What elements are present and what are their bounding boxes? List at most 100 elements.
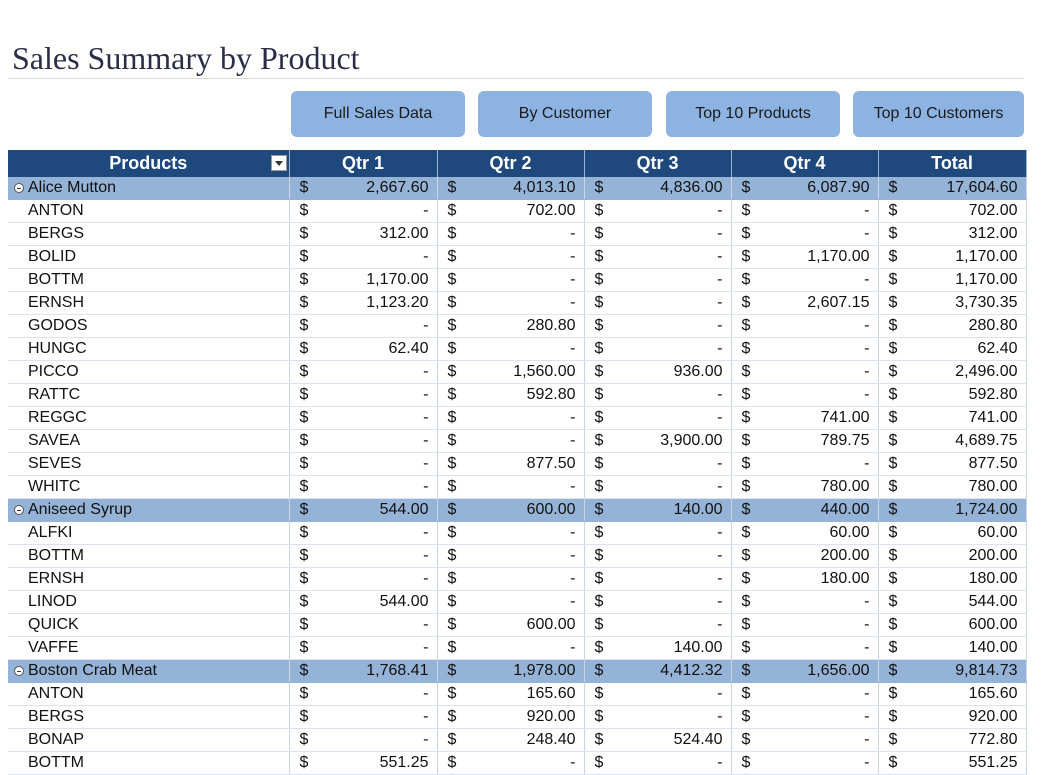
value-cell: $ -	[731, 360, 879, 384]
value-cell: $ -	[289, 199, 438, 223]
header-row: Products Qtr 1 Qtr 2 Qtr 3 Qtr 4 Total	[8, 150, 1027, 177]
value: $2,607.15	[732, 294, 878, 312]
nav-button[interactable]: Full Sales Data	[291, 91, 465, 137]
value: $1,123.20	[290, 294, 437, 312]
value-cell: $ -	[289, 245, 438, 269]
value: $ -	[290, 547, 437, 565]
currency-symbol: $	[888, 662, 898, 679]
filter-dropdown[interactable]	[270, 155, 287, 171]
column-header: Qtr 4	[731, 150, 879, 177]
amount: 702.00	[968, 202, 1018, 219]
group-row: Alice Mutton $2,667.60 $4,013.10 $4,836.00 $…	[8, 177, 1027, 200]
currency-symbol: $	[888, 478, 898, 495]
row-label-cell: PICCO	[8, 360, 290, 384]
value: $ -	[585, 248, 731, 266]
currency-symbol: $	[594, 731, 604, 748]
amount: 544.00	[379, 593, 429, 610]
currency-symbol: $	[741, 409, 751, 426]
amount: 60.00	[829, 524, 870, 541]
amount: -	[717, 708, 723, 725]
collapse-toggle[interactable]	[14, 505, 24, 515]
item-row: LINOD $544.00 $ - $ - $ - $544.00	[8, 590, 1027, 614]
amount: 877.50	[526, 455, 576, 472]
amount: 180.00	[968, 570, 1018, 587]
currency-symbol: $	[447, 271, 457, 288]
currency-symbol: $	[741, 202, 751, 219]
amount: 4,013.10	[513, 179, 576, 196]
currency-symbol: $	[594, 501, 604, 518]
value: $ -	[438, 409, 584, 427]
row-label-text: REGGC	[28, 409, 87, 426]
currency-symbol: $	[888, 363, 898, 380]
value-cell: $ -	[731, 314, 879, 338]
value: $ -	[290, 317, 437, 335]
value-cell: $ -	[731, 383, 879, 407]
value-cell: $ -	[584, 682, 732, 706]
currency-symbol: $	[299, 248, 309, 265]
value-cell: $ -	[584, 452, 732, 476]
value-cell: $ -	[584, 475, 732, 499]
value-cell: $544.00	[878, 590, 1027, 614]
amount: 1,170.00	[955, 271, 1018, 288]
row-label-text: Alice Mutton	[28, 179, 117, 196]
value: $140.00	[879, 639, 1026, 657]
column-header: Qtr 3	[584, 150, 732, 177]
amount: 741.00	[968, 409, 1018, 426]
nav-button[interactable]: Top 10 Products	[666, 91, 840, 137]
value: $ -	[290, 685, 437, 703]
currency-symbol: $	[447, 317, 457, 334]
currency-symbol: $	[299, 340, 309, 357]
collapse-toggle[interactable]	[14, 666, 24, 676]
amount: 3,730.35	[955, 294, 1018, 311]
row-label-text: GODOS	[28, 317, 88, 334]
nav-button[interactable]: By Customer	[478, 91, 652, 137]
value: $3,730.35	[879, 294, 1026, 312]
currency-symbol: $	[888, 317, 898, 334]
amount: 551.25	[968, 754, 1018, 771]
value: $ -	[585, 524, 731, 542]
currency-symbol: $	[888, 248, 898, 265]
row-label: Boston Crab Meat	[8, 662, 289, 680]
value-cell: $ -	[289, 613, 438, 637]
row-label-cell: BOLID	[8, 245, 290, 269]
value-cell: $ -	[437, 291, 585, 315]
amount: 600.00	[526, 501, 576, 518]
currency-symbol: $	[888, 593, 898, 610]
value-cell: $ -	[584, 291, 732, 315]
row-label-text: BOTTM	[28, 547, 84, 564]
value-cell: $ -	[289, 682, 438, 706]
currency-symbol: $	[594, 478, 604, 495]
value-cell: $165.60	[437, 682, 585, 706]
value-cell: $312.00	[878, 222, 1027, 246]
currency-symbol: $	[888, 639, 898, 656]
amount: -	[423, 455, 429, 472]
column-header-text: Qtr 4	[783, 153, 826, 173]
item-row: BERGS $312.00 $ - $ - $ - $312.00	[8, 222, 1027, 246]
value: $780.00	[732, 478, 878, 496]
amount: 140.00	[673, 639, 723, 656]
row-label-cell: ERNSH	[8, 291, 290, 315]
value-cell: $ -	[584, 314, 732, 338]
currency-symbol: $	[299, 685, 309, 702]
value: $ -	[732, 616, 878, 634]
value: $ -	[290, 202, 437, 220]
row-label-cell: BONAP	[8, 728, 290, 752]
amount: 440.00	[820, 501, 870, 518]
value-cell: $ -	[731, 705, 879, 729]
amount: -	[864, 317, 870, 334]
row-label-text: BONAP	[28, 731, 85, 748]
currency-symbol: $	[741, 294, 751, 311]
collapse-toggle[interactable]	[14, 183, 24, 193]
row-label-text: HUNGC	[28, 340, 87, 357]
value: $4,412.32	[585, 662, 731, 680]
value-cell: $ -	[437, 268, 585, 292]
value: $ -	[438, 524, 584, 542]
nav-button[interactable]: Top 10 Customers	[853, 91, 1024, 137]
value-cell: $ -	[437, 245, 585, 269]
column-header-text: Qtr 1	[341, 153, 384, 173]
value: $440.00	[732, 501, 878, 519]
row-label-text: PICCO	[28, 363, 79, 380]
amount: 1,123.20	[366, 294, 429, 311]
amount: 248.40	[526, 731, 576, 748]
value: $280.80	[879, 317, 1026, 335]
